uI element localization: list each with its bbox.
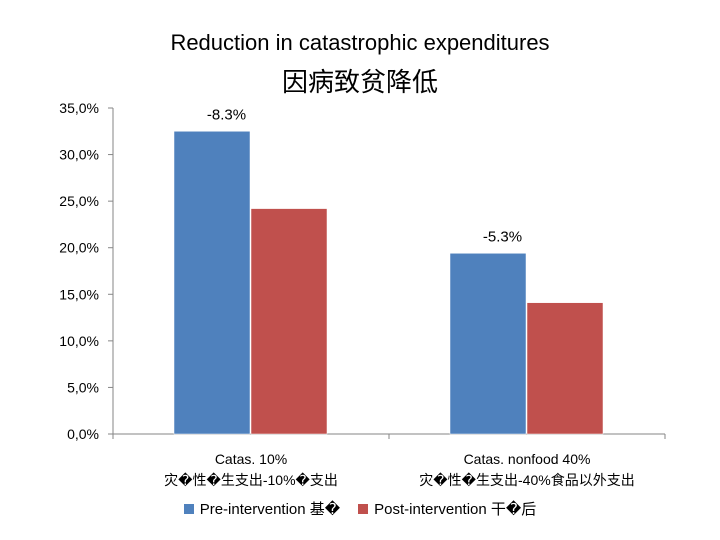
y-tick-label: 35,0% <box>59 100 99 116</box>
legend-swatch-pre <box>183 503 194 514</box>
legend-swatch-post <box>358 503 369 514</box>
y-tick-label: 0,0% <box>67 426 99 442</box>
legend-label-pre: Pre-intervention 基� <box>199 501 341 518</box>
x-category-sublabel: 灾�性�生支出-40%食品以外支出 <box>419 472 634 488</box>
y-tick-label: 25,0% <box>59 193 99 209</box>
chart-title: Reduction in catastrophic expenditures <box>170 30 550 55</box>
legend: Pre-intervention 基� Post-intervention 干�… <box>0 498 720 519</box>
bar-post-2 <box>526 302 604 435</box>
x-category-label: Catas. 10% <box>215 451 287 467</box>
y-tick-label: 5,0% <box>67 379 99 395</box>
bar-pre-2 <box>449 253 527 435</box>
x-category-label: Catas. nonfood 40% <box>464 451 591 467</box>
y-tick-label: 30,0% <box>59 147 99 163</box>
legend-item-pre: Pre-intervention 基� <box>183 498 341 519</box>
y-tick-label: 15,0% <box>59 286 99 302</box>
bar-post-1 <box>250 208 328 435</box>
legend-label-post: Post-intervention 干�后 <box>374 501 537 518</box>
bar-pre-1 <box>173 131 251 435</box>
y-tick-label: 20,0% <box>59 240 99 256</box>
bar-annotation: -8.3% <box>207 106 246 123</box>
x-category-sublabel: 灾�性�生支出-10%�支出 <box>164 472 338 488</box>
bar-annotation: -5.3% <box>483 228 522 245</box>
y-tick-label: 10,0% <box>59 333 99 349</box>
legend-item-post: Post-intervention 干�后 <box>358 498 536 519</box>
chart-subtitle: 因病致贫降低 <box>281 68 438 98</box>
